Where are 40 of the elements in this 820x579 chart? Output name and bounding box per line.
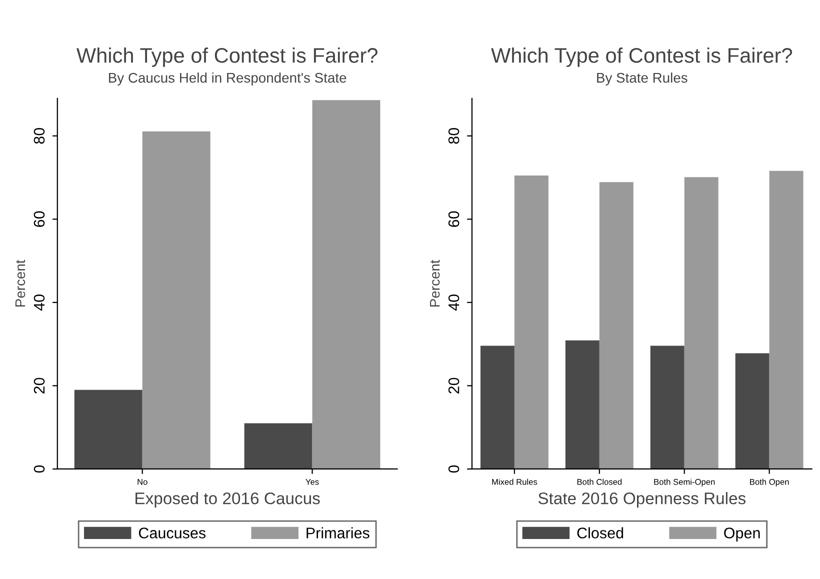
- chart-title: Which Type of Contest is Fairer?: [76, 48, 378, 67]
- y-tick-label: 20: [34, 378, 45, 394]
- y-tick-label: 80: [34, 128, 45, 144]
- bar: [650, 346, 684, 469]
- y-tick-label: 40: [34, 294, 45, 311]
- bar: [514, 175, 548, 469]
- y-tick-label: 80: [448, 128, 460, 144]
- bar: [735, 353, 770, 469]
- y-tick-label: 0: [34, 465, 45, 473]
- y-tick-label: 60: [34, 211, 45, 227]
- legend-label: Primaries: [306, 527, 370, 538]
- x-tick-label: Mixed Rules: [492, 478, 538, 485]
- legend-label: Open: [724, 528, 760, 542]
- legend-label: Closed: [577, 527, 624, 538]
- x-tick-label: Both Closed: [577, 478, 622, 485]
- bar: [599, 182, 634, 469]
- bar: [769, 170, 804, 469]
- chart-subtitle: By State Rules: [597, 72, 688, 86]
- bar: [480, 346, 514, 469]
- bar: [74, 390, 142, 469]
- chart-subtitle: By Caucus Held in Respondent's State: [109, 72, 346, 86]
- y-tick-label: 40: [448, 294, 460, 311]
- y-tick-label: 0: [448, 465, 460, 473]
- y-axis-title: Percent: [15, 260, 26, 306]
- chart-title: Which Type of Contest is Fairer?: [491, 48, 792, 67]
- x-axis-title: State 2016 Openness Rules: [538, 492, 746, 508]
- y-tick-label: 20: [448, 378, 460, 394]
- y-axis-title: Percent: [430, 260, 440, 306]
- bar: [565, 340, 600, 469]
- x-tick-label: Yes: [306, 479, 319, 485]
- legend-label: Caucuses: [138, 528, 206, 538]
- x-tick-label: Both Semi-Open: [654, 478, 715, 486]
- bar: [684, 177, 718, 469]
- bar: [142, 131, 210, 469]
- bar: [244, 423, 312, 469]
- x-tick-label: Both Open: [750, 478, 789, 486]
- bar: [312, 100, 380, 469]
- y-tick-label: 60: [448, 211, 460, 227]
- x-tick-label: No: [138, 479, 148, 485]
- x-axis-title: Exposed to 2016 Caucus: [136, 492, 320, 508]
